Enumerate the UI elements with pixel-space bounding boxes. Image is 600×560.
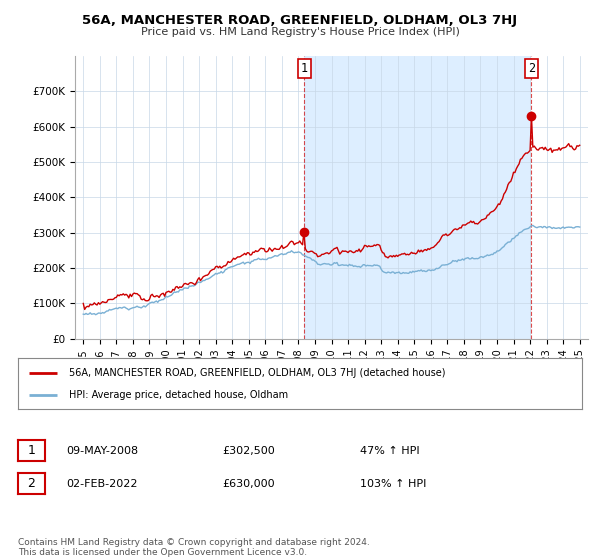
Text: 02-FEB-2022: 02-FEB-2022 bbox=[66, 479, 137, 489]
Bar bbox=[304, 56, 532, 339]
Text: 1: 1 bbox=[28, 444, 35, 457]
Text: 2: 2 bbox=[528, 62, 535, 75]
Text: Contains HM Land Registry data © Crown copyright and database right 2024.
This d: Contains HM Land Registry data © Crown c… bbox=[18, 538, 370, 557]
Text: 103% ↑ HPI: 103% ↑ HPI bbox=[360, 479, 427, 489]
Text: HPI: Average price, detached house, Oldham: HPI: Average price, detached house, Oldh… bbox=[69, 390, 288, 400]
Text: 56A, MANCHESTER ROAD, GREENFIELD, OLDHAM, OL3 7HJ (detached house): 56A, MANCHESTER ROAD, GREENFIELD, OLDHAM… bbox=[69, 367, 445, 377]
Text: 2: 2 bbox=[28, 477, 35, 491]
Text: 09-MAY-2008: 09-MAY-2008 bbox=[66, 446, 138, 456]
Text: 56A, MANCHESTER ROAD, GREENFIELD, OLDHAM, OL3 7HJ: 56A, MANCHESTER ROAD, GREENFIELD, OLDHAM… bbox=[82, 14, 518, 27]
Text: £630,000: £630,000 bbox=[222, 479, 275, 489]
Text: 47% ↑ HPI: 47% ↑ HPI bbox=[360, 446, 419, 456]
Text: 1: 1 bbox=[301, 62, 308, 75]
Text: Price paid vs. HM Land Registry's House Price Index (HPI): Price paid vs. HM Land Registry's House … bbox=[140, 27, 460, 37]
Text: £302,500: £302,500 bbox=[222, 446, 275, 456]
